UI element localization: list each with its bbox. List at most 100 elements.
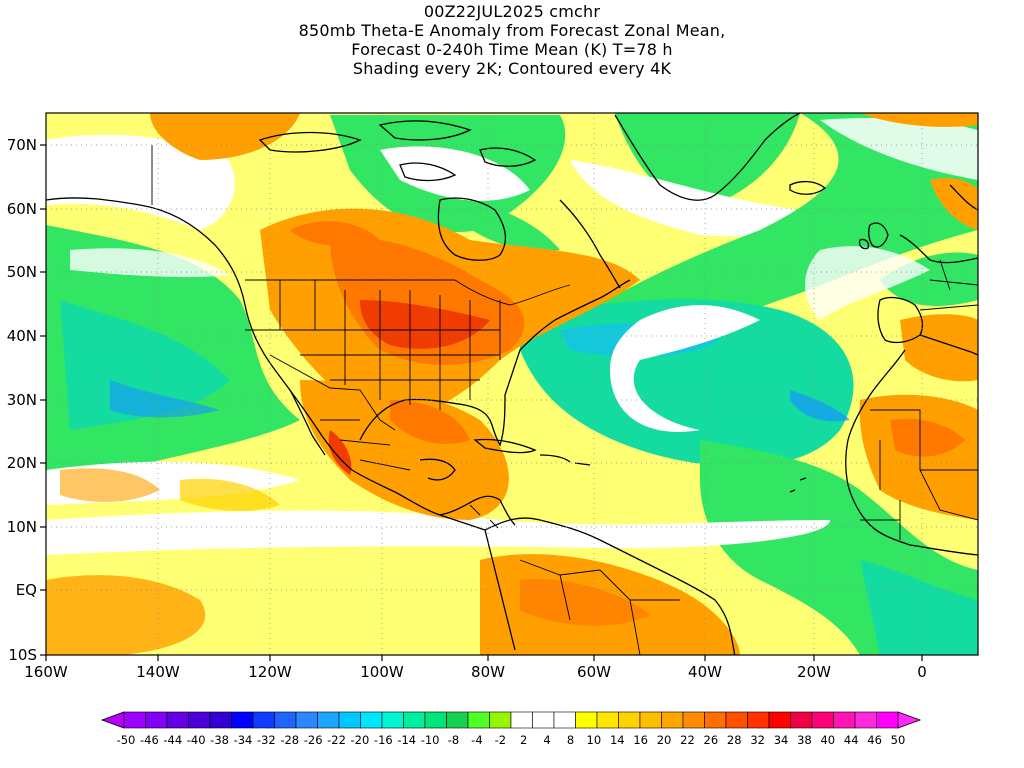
- colorbar-label: 50: [891, 733, 906, 747]
- colorbar-label: -46: [140, 733, 159, 747]
- y-tick-label: 50N: [7, 263, 37, 281]
- x-tick-label: 100W: [360, 663, 404, 681]
- colorbar-swatch: [833, 711, 856, 729]
- colorbar-swatch: [446, 711, 469, 729]
- colorbar-label: -10: [421, 733, 440, 747]
- colorbar-swatch: [424, 711, 447, 729]
- colorbar-label: 10: [587, 733, 602, 747]
- colorbar-swatch: [274, 711, 297, 729]
- figure-title: 00Z22JUL2025 cmchr 850mb Theta-E Anomaly…: [0, 2, 1024, 78]
- colorbar-swatch: [123, 711, 146, 729]
- colorbar-label: -26: [304, 733, 323, 747]
- longitude-axis: 160W 140W 120W 100W 80W 60W 40W 20W 0: [24, 655, 927, 681]
- colorbar-swatch: [295, 711, 318, 729]
- colorbar-swatch: [166, 711, 189, 729]
- colorbar-swatch: [532, 711, 555, 729]
- colorbar-label: -14: [397, 733, 416, 747]
- x-tick-label: 160W: [24, 663, 68, 681]
- colorbar-swatch: [811, 711, 834, 729]
- x-tick-label: 80W: [471, 663, 505, 681]
- colorbar-label: 4: [543, 733, 550, 747]
- colorbar-label: -28: [280, 733, 299, 747]
- y-tick-label: EQ: [16, 581, 37, 599]
- anomaly-shading: [46, 113, 978, 655]
- colorbar-swatch: [489, 711, 512, 729]
- colorbar-swatch: [682, 711, 705, 729]
- colorbar-label: -44: [163, 733, 182, 747]
- colorbar-swatch: [317, 711, 340, 729]
- political-borders: [151, 145, 978, 655]
- colorbar-swatch: [338, 711, 361, 729]
- colorbar-swatch: [467, 711, 490, 729]
- colorbar-swatch: [639, 711, 662, 729]
- title-line-3: Forecast 0-240h Time Mean (K) T=78 h: [351, 40, 673, 59]
- title-line-1: 00Z22JUL2025 cmchr: [423, 2, 601, 21]
- colorbar-label: 32: [750, 733, 765, 747]
- colorbar-swatch: [252, 711, 275, 729]
- graticule: [46, 113, 978, 655]
- colorbar-min-arrow: [100, 711, 125, 729]
- y-tick-label: 20N: [7, 454, 37, 472]
- colorbar-label: -16: [374, 733, 393, 747]
- colorbar-label: -34: [234, 733, 253, 747]
- y-tick-label: 30N: [7, 391, 37, 409]
- title-line-4: Shading every 2K; Contoured every 4K: [352, 59, 672, 78]
- y-tick-label: 60N: [7, 200, 37, 218]
- colorbar-swatch: [876, 711, 899, 729]
- colorbar-swatch: [596, 711, 619, 729]
- colorbar-label: 14: [610, 733, 625, 747]
- colorbar-label: 28: [727, 733, 742, 747]
- colorbar-swatch: [553, 711, 576, 729]
- coastlines: [46, 113, 978, 655]
- colorbar-max-arrow: [897, 711, 922, 729]
- x-tick-label: 20W: [797, 663, 831, 681]
- colorbar-swatch: [768, 711, 791, 729]
- x-tick-label: 120W: [248, 663, 292, 681]
- colorbar-label: -2: [495, 733, 506, 747]
- colorbar-swatch: [510, 711, 533, 729]
- colorbar-swatch: [145, 711, 168, 729]
- colorbar-label: 34: [774, 733, 789, 747]
- y-tick-label: 40N: [7, 327, 37, 345]
- x-tick-label: 40W: [688, 663, 722, 681]
- x-tick-label: 140W: [136, 663, 180, 681]
- colorbar-label: -22: [327, 733, 346, 747]
- colorbar-swatch: [725, 711, 748, 729]
- colorbar-swatch: [618, 711, 641, 729]
- colorbar-label: -8: [448, 733, 459, 747]
- colorbar-swatch: [661, 711, 684, 729]
- colorbar-label: 26: [704, 733, 719, 747]
- colorbar-label: -50: [117, 733, 136, 747]
- latitude-axis: 70N 60N 50N 40N 30N 20N 10N EQ 10S: [7, 136, 46, 664]
- x-tick-label: 0: [917, 663, 927, 681]
- colorbar-label: -40: [187, 733, 206, 747]
- colorbar: -50 -46 -44 -40 -38 -34 -32 -28 -26 -22 -20 -16 -14-…: [100, 711, 922, 747]
- colorbar-label: 16: [633, 733, 648, 747]
- colorbar-swatch: [209, 711, 232, 729]
- colorbar-label: -32: [257, 733, 276, 747]
- y-tick-label: 10N: [7, 518, 37, 536]
- colorbar-label: -38: [210, 733, 229, 747]
- colorbar-label: 38: [797, 733, 812, 747]
- colorbar-swatch: [188, 711, 211, 729]
- colorbar-swatch: [403, 711, 426, 729]
- title-line-2: 850mb Theta-E Anomaly from Forecast Zona…: [298, 21, 726, 40]
- colorbar-swatch: [704, 711, 727, 729]
- colorbar-swatch: [381, 711, 404, 729]
- map-frame: [45, 112, 979, 656]
- colorbar-swatch: [854, 711, 877, 729]
- colorbar-swatch: [747, 711, 770, 729]
- colorbar-label: 20: [657, 733, 672, 747]
- colorbar-swatch: [360, 711, 383, 729]
- colorbar-label: 46: [867, 733, 882, 747]
- colorbar-label: 40: [820, 733, 835, 747]
- y-tick-label: 10S: [8, 646, 37, 664]
- colorbar-label: -20: [351, 733, 370, 747]
- y-tick-label: 70N: [7, 136, 37, 154]
- colorbar-label: 22: [680, 733, 695, 747]
- colorbar-swatch: [231, 711, 254, 729]
- colorbar-label: -4: [471, 733, 482, 747]
- colorbar-label: 2: [520, 733, 527, 747]
- colorbar-swatch: [790, 711, 813, 729]
